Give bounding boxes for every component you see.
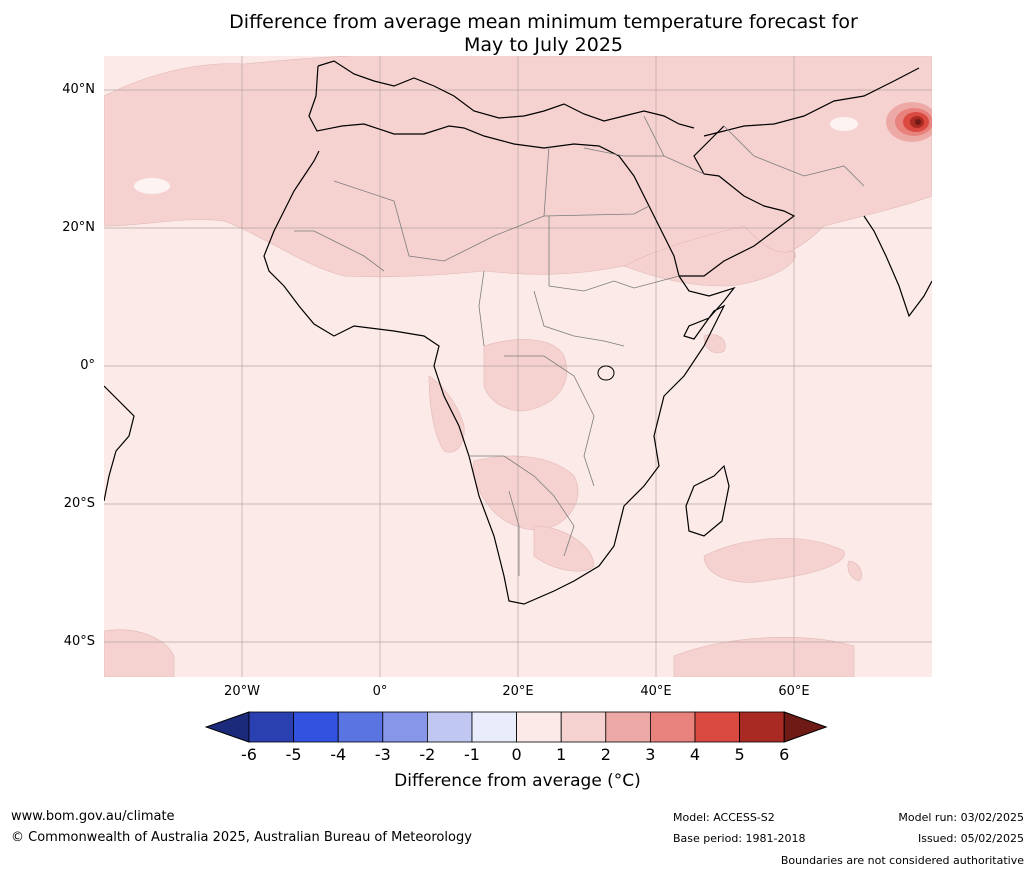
colorbar-segment	[337, 711, 384, 743]
lat-label-20n: 20°N	[62, 220, 95, 235]
footer-base-period: Base period: 1981-2018	[673, 832, 806, 845]
colorbar-tick-label: -1	[464, 745, 480, 764]
lat-label-0: 0°	[80, 358, 95, 373]
anomaly-patches-0-1	[134, 117, 858, 194]
colorbar-tick-label: -3	[374, 745, 391, 764]
colorbar-tick-label: 3	[645, 745, 656, 764]
lon-label-0: 0°	[372, 684, 388, 699]
colorbar-segment	[560, 711, 607, 743]
colorbar-tick-label: 2	[600, 745, 611, 764]
footer-disclaimer: Boundaries are not considered authoritat…	[780, 854, 1024, 867]
lat-label-20s: 20°S	[63, 496, 95, 511]
colorbar-segment	[471, 711, 517, 743]
lon-label-60e: 60°E	[778, 684, 810, 699]
footer-model-run: Model run: 03/02/2025	[898, 811, 1024, 824]
colorbar-segment	[694, 711, 740, 743]
colorbar-tick-label: 5	[734, 745, 745, 764]
colorbar-segment	[382, 711, 428, 743]
footer-copyright: © Commonwealth of Australia 2025, Austra…	[11, 830, 472, 845]
colorbar-tick-label: -6	[241, 745, 257, 764]
country-borders	[294, 115, 865, 576]
colorbar-extend-low	[205, 711, 250, 743]
colorbar-extend-high	[783, 711, 828, 743]
colorbar-segment	[293, 711, 339, 743]
colorbar	[205, 711, 828, 743]
lon-label-40e: 40°E	[640, 684, 672, 699]
colorbar-segment	[605, 711, 651, 743]
colorbar-tick-label: -5	[285, 745, 302, 764]
lat-label-40n: 40°N	[62, 82, 95, 97]
colorbar-tick-label: -4	[330, 745, 347, 764]
footer-model: Model: ACCESS-S2	[673, 811, 775, 824]
colorbar-segment	[516, 711, 562, 743]
map-title-line1: Difference from average mean minimum tem…	[229, 11, 858, 33]
lon-label-20e: 20°E	[502, 684, 534, 699]
lon-label-20w: 20°W	[224, 684, 260, 699]
anomaly-hotspot	[886, 102, 932, 142]
colorbar-segment	[739, 711, 785, 743]
footer-website: www.bom.gov.au/climate	[11, 809, 175, 824]
forecast-map	[104, 56, 932, 677]
map-title-line2: May to July 2025	[464, 34, 623, 56]
colorbar-label: Difference from average (°C)	[394, 771, 641, 791]
footer-issued: Issued: 05/02/2025	[917, 832, 1024, 845]
colorbar-tick-label: 6	[779, 745, 790, 764]
colorbar-tick-label: -2	[419, 745, 436, 764]
colorbar-segment	[248, 711, 294, 743]
lat-label-40s: 40°S	[63, 634, 95, 649]
colorbar-tick-label: 1	[556, 745, 567, 764]
graticule	[104, 56, 932, 677]
colorbar-tick-label: 0	[511, 745, 522, 764]
colorbar-segment	[426, 711, 473, 743]
lake-victoria	[597, 365, 615, 381]
colorbar-segment	[649, 711, 696, 743]
colorbar-tick-label: 4	[689, 745, 701, 764]
